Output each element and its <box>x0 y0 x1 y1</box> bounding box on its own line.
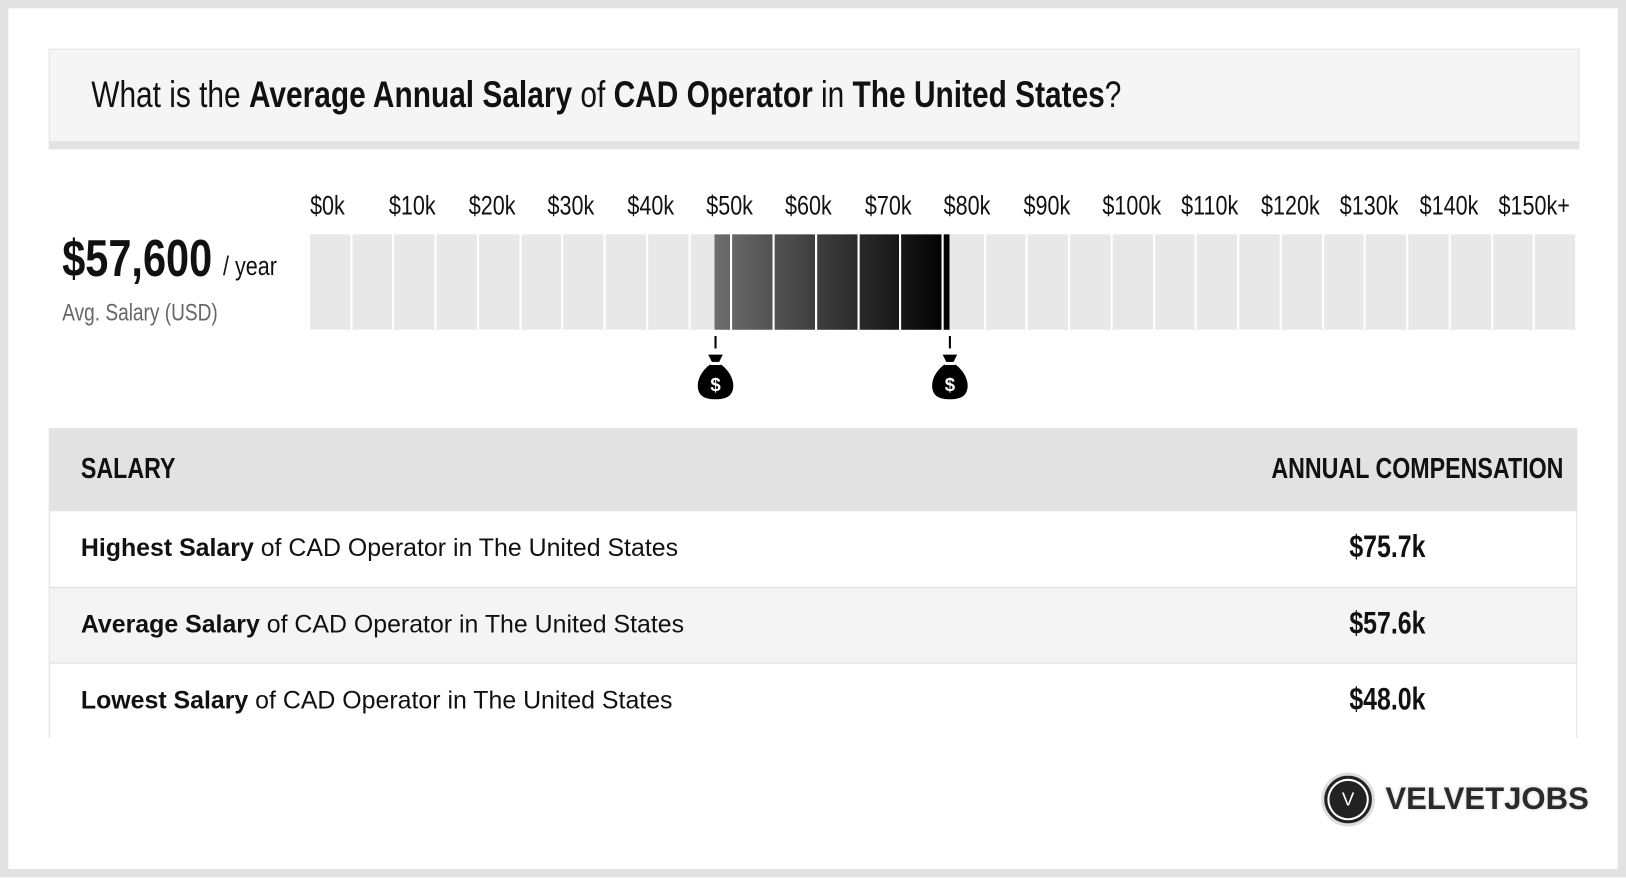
bar-cell <box>436 234 477 330</box>
axis-label: $20k <box>468 189 516 221</box>
axis-label: $60k <box>785 189 833 221</box>
axis-label: $80k <box>943 189 991 221</box>
bar-cell <box>901 234 942 330</box>
bar-cell <box>1028 234 1069 330</box>
bar-cell <box>310 234 351 330</box>
bar-cell <box>985 234 1027 330</box>
bar-cell <box>1070 234 1111 330</box>
money-bag-icon: $ <box>697 353 734 401</box>
axis-label: $50k <box>706 189 753 221</box>
bar-cell <box>816 234 858 330</box>
axis-label: $140k <box>1419 189 1479 221</box>
bar-cell <box>1450 234 1491 330</box>
row-value: $48.0k <box>1349 682 1426 717</box>
bar-cell <box>521 234 562 330</box>
row-label: Average Salary of CAD Operator in The Un… <box>80 610 685 639</box>
salary-table: SALARY ANNUAL COMPENSATION Highest Salar… <box>48 428 1578 740</box>
axis-label: $110k <box>1181 189 1239 221</box>
axis-label: $10k <box>389 189 437 221</box>
page-title: What is the Average Annual Salary of CAD… <box>91 72 1122 116</box>
bar-cell <box>774 234 815 330</box>
table-row: Highest Salary of CAD Operator in The Un… <box>49 510 1577 587</box>
average-salary-value: $57,600 <box>62 229 213 288</box>
bar-cell <box>1197 234 1238 330</box>
bar-cell <box>859 234 900 330</box>
bar-cell <box>1535 234 1576 330</box>
bar-cell <box>1492 234 1533 330</box>
axis-label: $40k <box>626 189 674 221</box>
axis-label: $100k <box>1102 189 1162 221</box>
row-label: Highest Salary of CAD Operator in The Un… <box>80 534 679 563</box>
bar-cell <box>1281 234 1322 330</box>
logo-text: VELVETJOBS <box>1385 781 1589 817</box>
axis-label: $70k <box>864 189 912 221</box>
axis-label: $30k <box>547 189 595 221</box>
bar-cell <box>1408 234 1449 330</box>
bar-cell <box>1366 234 1407 330</box>
bar-cell <box>563 234 604 330</box>
avg-salary-label: Avg. Salary (USD) <box>62 298 218 326</box>
bar-cell <box>1323 234 1364 330</box>
svg-text:$: $ <box>710 374 721 395</box>
money-bag-icon: $ <box>931 353 968 401</box>
table-header: SALARY ANNUAL COMPENSATION <box>49 429 1577 511</box>
bar-cell <box>943 234 984 330</box>
bar-cell <box>1154 234 1196 330</box>
row-value: $75.7k <box>1349 529 1426 565</box>
velvetjobs-logo: V VELVETJOBS <box>1321 772 1589 827</box>
bar-cell <box>647 234 689 330</box>
header-annual-compensation: ANNUAL COMPENSATION <box>1271 452 1564 485</box>
row-value: $57.6k <box>1349 606 1426 641</box>
bar-cell <box>352 234 393 330</box>
axis-label: $0k <box>310 189 345 221</box>
logo-mark: V <box>1321 772 1376 827</box>
table-row: Average Salary of CAD Operator in The Un… <box>49 586 1577 664</box>
bar-cell <box>394 234 435 330</box>
bar-cell <box>605 234 646 330</box>
axis-label: $90k <box>1023 189 1070 221</box>
bar-cell <box>732 234 773 330</box>
axis-label: $150k+ <box>1498 189 1570 221</box>
range-marker-tick <box>948 335 951 349</box>
bar-cell <box>1112 234 1153 330</box>
table-row: Lowest Salary of CAD Operator in The Uni… <box>49 662 1577 740</box>
header-salary: SALARY <box>80 452 176 485</box>
bar-cell <box>690 234 731 330</box>
axis-label: $130k <box>1339 189 1399 221</box>
bar-cell <box>1239 234 1280 330</box>
range-marker-tick <box>714 335 717 349</box>
row-label: Lowest Salary of CAD Operator in The Uni… <box>80 686 673 715</box>
axis-label: $120k <box>1260 189 1320 221</box>
title-box: What is the Average Annual Salary of CAD… <box>48 48 1580 150</box>
bar-cell <box>479 234 520 330</box>
svg-text:$: $ <box>944 374 955 395</box>
per-year-label: / year <box>222 249 277 282</box>
